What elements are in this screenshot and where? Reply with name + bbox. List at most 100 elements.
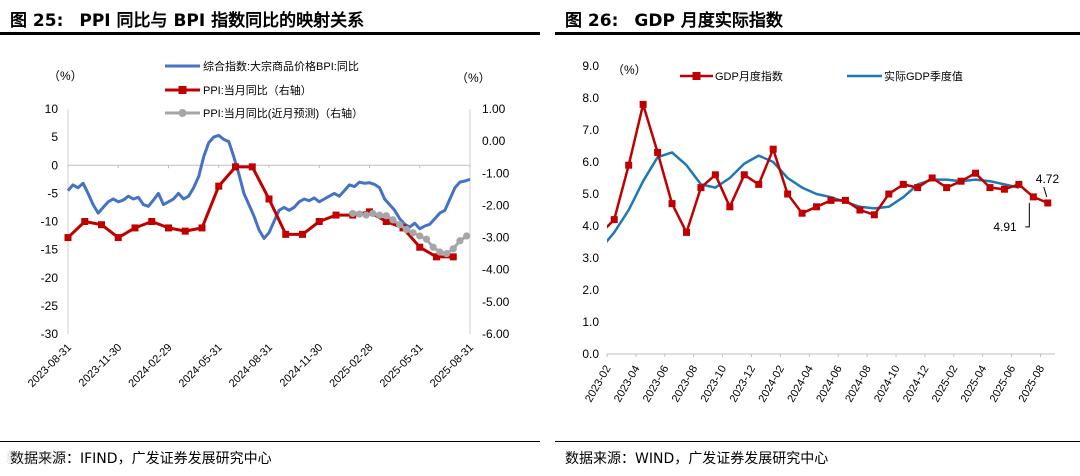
x-tick-label: 2024-02-29 — [126, 342, 174, 390]
x-tick-label: 2025-02-28 — [327, 342, 375, 390]
ppi-forecast-point — [409, 229, 417, 237]
gdp-monthly-point — [755, 180, 763, 188]
ppi-point — [64, 234, 72, 242]
ppi-point — [299, 230, 306, 238]
left-figure-label: 图 25: — [10, 11, 64, 31]
legend-marker-gdp-monthly — [692, 72, 701, 80]
gdp-monthly-point — [668, 200, 676, 208]
right-title-rule — [555, 32, 1080, 35]
gdp-monthly-point — [914, 184, 922, 192]
left-source-rule — [0, 441, 540, 442]
gdp-monthly-point — [726, 203, 734, 211]
ppi-point — [215, 182, 223, 190]
x-tick-label: 2025-05-31 — [378, 342, 426, 390]
y-left-tick-label: 5 — [51, 130, 58, 144]
x-tick-label: 2024-10 — [872, 364, 903, 405]
x-tick-label: 2024-12 — [901, 364, 932, 405]
ppi-point — [181, 227, 189, 235]
right-source-text: 数据来源：WIND，广发证券发展研究中心 — [565, 451, 829, 467]
x-tick-label: 2024-06 — [814, 364, 845, 405]
y-tick-label: 9.0 — [582, 59, 599, 73]
gdp-monthly-point — [1015, 180, 1023, 188]
ppi-forecast-point — [456, 237, 464, 245]
legend-label-gdp-monthly: GDP月度指数 — [715, 69, 783, 83]
gdp-monthly-point — [928, 174, 936, 182]
legend-label-1: PPI:当月同比（右轴） — [203, 83, 312, 97]
annotation-prev-value: 4.91 — [993, 220, 1017, 234]
ppi-forecast-point — [362, 211, 370, 219]
y-right-tick-label: -3.00 — [482, 231, 510, 245]
series-line-0 — [66, 133, 471, 240]
ppi-point — [282, 230, 290, 238]
x-tick-label: 2023-02 — [583, 364, 614, 405]
gdp-monthly-point — [769, 145, 777, 153]
x-tick-label: 2025-06 — [988, 364, 1019, 405]
gdp-monthly-point — [856, 206, 864, 214]
ppi-point — [131, 224, 139, 232]
ppi-forecast-point — [416, 232, 424, 240]
gdp-monthly-point — [943, 184, 951, 192]
x-tick-label: 2023-04 — [612, 364, 643, 405]
y-right-tick-label: -4.00 — [482, 263, 510, 277]
ppi-forecast-point — [349, 209, 357, 218]
gdp-monthly-point — [899, 180, 907, 188]
y-tick-label: 6.0 — [582, 155, 599, 169]
gdp-monthly-point — [711, 171, 719, 179]
ppi-point — [366, 208, 373, 216]
y-tick-label: 5.0 — [582, 187, 599, 201]
left-figure-title: 图 25: PPI 同比与 BPI 指数同比的映射关系 — [10, 6, 364, 31]
gdp-monthly-point — [697, 184, 705, 192]
gdp-monthly-point — [740, 171, 748, 179]
x-tick-label: 2023-08-31 — [26, 342, 74, 390]
ppi-point — [165, 224, 172, 232]
y-left-tick-label: -25 — [41, 299, 59, 313]
gdp-monthly-point — [1044, 199, 1052, 207]
ppi-forecast-point — [449, 245, 457, 253]
gdp-monthly-point — [784, 190, 792, 198]
y-tick-label: 3.0 — [582, 251, 599, 265]
y-right-tick-label: 1.00 — [482, 102, 506, 116]
right-chart: 9.0 8.0 7.0 6.0 5.0 4.0 3.0 2.0 1.0 0.0 （%） 2023-02… — [582, 59, 1059, 405]
ppi-point — [332, 211, 340, 219]
gdp-monthly-point — [654, 148, 662, 156]
y-left-tick-label: -5 — [47, 186, 58, 200]
y-right-tick-label: -5.00 — [482, 295, 510, 309]
gdp-monthly-point — [610, 216, 618, 224]
x-tick-label: 2024-02 — [756, 364, 787, 405]
ppi-point — [382, 218, 390, 225]
left-chart: 10 5 0 -5 -10 -15 -20 -25 -30 1.00 0.00 -1.00 -2.00 -… — [26, 59, 510, 390]
legend-label-0: 综合指数:大宗商品价格BPI:同比 — [203, 59, 359, 73]
y-tick-label: 0.0 — [582, 347, 599, 361]
ppi-forecast-point — [382, 212, 390, 220]
ppi-forecast-point — [442, 250, 451, 258]
x-tick-label: 2023-12 — [728, 364, 759, 405]
left-source: 数据来源：IFIND，广发证券发展研究中心 — [10, 448, 272, 468]
ppi-forecast-point — [422, 235, 431, 243]
x-tick-label: 2024-08 — [843, 364, 874, 405]
legend-marker-2 — [178, 109, 187, 117]
y-left-tick-label: -30 — [41, 327, 59, 341]
right-figure-title-text: GDP 月度实际指数 — [634, 11, 783, 31]
right-source: 数据来源：WIND，广发证券发展研究中心 — [565, 448, 828, 468]
y-tick-label: 2.0 — [582, 283, 599, 297]
right-figure-title: 图 26: GDP 月度实际指数 — [565, 6, 783, 31]
gdp-monthly-point — [1029, 193, 1037, 201]
x-tick-label: 2024-11-30 — [278, 342, 326, 390]
legend-marker-1 — [178, 86, 187, 94]
y-right-tick-label: 0.00 — [482, 134, 506, 148]
x-tick-label: 2023-08 — [670, 364, 701, 405]
ppi-point — [315, 218, 323, 225]
legend-label-gdp-quarterly: 实际GDP季度值 — [884, 69, 963, 83]
ppi-forecast-point — [463, 232, 471, 240]
gdp-monthly-point — [870, 211, 878, 219]
left-figure-panel: 图 25: PPI 同比与 BPI 指数同比的映射关系 10 5 0 -5 -10 -15 -… — [0, 6, 540, 468]
gdp-monthly-point — [827, 196, 835, 204]
ppi-point — [198, 224, 206, 232]
ppi-point — [232, 163, 239, 171]
gdp-monthly-point — [957, 177, 965, 185]
gdp-monthly-point — [813, 203, 821, 211]
ppi-point — [416, 243, 424, 251]
ppi-forecast-point — [369, 209, 377, 218]
ppi-point — [265, 195, 273, 203]
watermark: 新浪财经 — [6, 451, 62, 467]
